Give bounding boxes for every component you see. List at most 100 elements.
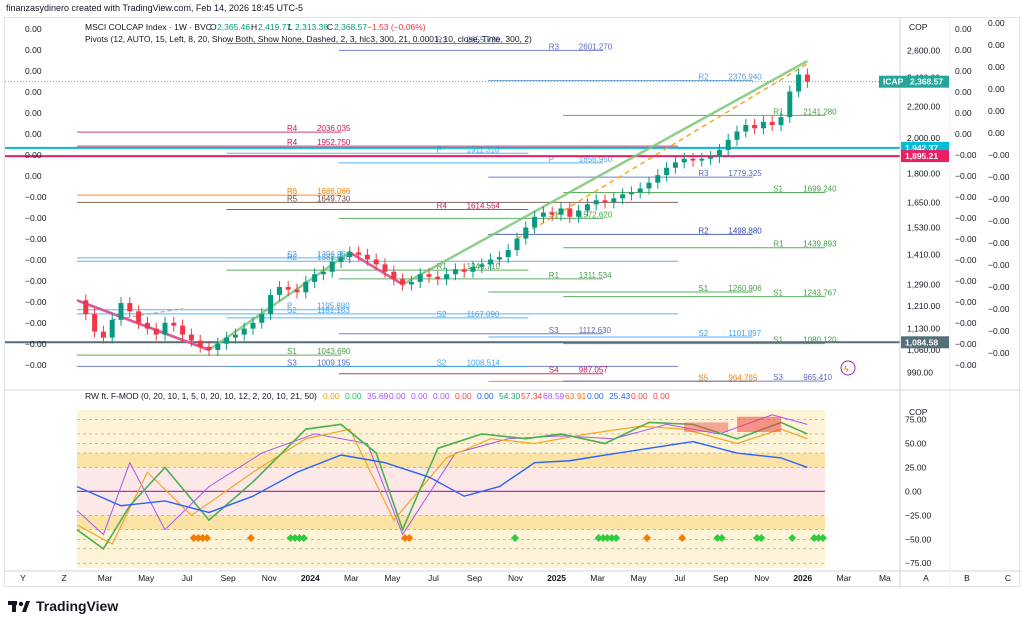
- osc-legend-value: 0.00: [477, 391, 494, 401]
- pivot-level-label: R2: [698, 73, 709, 82]
- candle-body: [576, 210, 582, 217]
- price-tick-label: 1,800.00: [907, 168, 940, 178]
- candle-body: [206, 346, 212, 350]
- chart-caption: finanzasydinero created with TradingView…: [6, 3, 303, 13]
- candle-body: [118, 303, 124, 320]
- candle-body: [760, 121, 766, 129]
- pivot-level-label: S2: [698, 329, 708, 338]
- signal-diamond-icon: [203, 534, 211, 542]
- far-right-axis-label: −0.00: [988, 150, 1010, 160]
- left-axis-label: −0.00: [25, 192, 47, 202]
- time-tick-label: Mar: [344, 573, 359, 583]
- far-right-axis-label: 0.00: [988, 128, 1005, 138]
- candle-body: [426, 274, 432, 277]
- left-axis-label: 0.00: [25, 129, 42, 139]
- candle-body: [725, 139, 731, 151]
- pivot-level-value: 1101.897: [728, 329, 761, 338]
- price-tick-label: 1,530.00: [907, 222, 940, 232]
- candle-body: [408, 281, 414, 285]
- pivot-level-label: P: [287, 302, 292, 311]
- candle-body: [162, 322, 168, 335]
- candle-body: [180, 325, 186, 335]
- pivot-level-value: 1498.880: [728, 226, 762, 235]
- time-tick-label: Jul: [428, 573, 439, 583]
- candle-body: [699, 158, 705, 161]
- osc-legend-value: 0.00: [411, 391, 428, 401]
- right-axis-label: −0.00: [955, 171, 977, 181]
- osc-purple-line: [76, 414, 808, 536]
- candle-body: [567, 208, 573, 217]
- legend-low-label: L: [288, 22, 293, 32]
- far-right-axis-label: 0.00: [988, 18, 1005, 28]
- candle-body: [127, 303, 133, 312]
- left-axis-label: −0.00: [25, 297, 47, 307]
- candle-body: [435, 276, 441, 280]
- right-axis-label: 0.00: [955, 24, 972, 34]
- signal-diamond-icon: [405, 534, 414, 542]
- time-tick-label: 2026: [793, 573, 812, 583]
- time-tick-label: Mar: [98, 573, 113, 583]
- pivot-level-value: 1439.893: [803, 240, 837, 249]
- pivot-level-value: 1779.325: [728, 169, 762, 178]
- candle-body: [444, 274, 450, 280]
- pivot-level-value: 1383.046: [317, 253, 351, 262]
- pivot-level-label: S1: [773, 336, 783, 345]
- lightning-glyph: ϟ: [844, 364, 849, 374]
- osc-legend-value: 0.00: [345, 391, 362, 401]
- pivot-level-label: R1: [437, 262, 448, 271]
- candle-body: [461, 269, 467, 272]
- right-axis-label: −0.00: [955, 192, 977, 202]
- chart-svg[interactable]: R3 2655.730 R3 2601.270 R2 2376.940 R1 2141.280…: [5, 18, 1021, 588]
- pivot-level-value: 1952.750: [317, 138, 351, 147]
- osc-legend-value: 0.00: [631, 391, 648, 401]
- pivot-level-label: R2: [287, 253, 298, 262]
- price-tick-label: 2,600.00: [907, 46, 940, 56]
- pivot-level-label: S1: [287, 347, 297, 356]
- pivot-level-label: S3: [773, 373, 783, 382]
- osc-legend-value: 0.00: [323, 391, 340, 401]
- pivot-level-value: 1911.310: [467, 145, 500, 154]
- pivot-level-value: 2141.280: [803, 107, 837, 116]
- far-right-axis-label: −0.00: [988, 172, 1010, 182]
- pivot-level-label: S2: [437, 310, 447, 319]
- osc-upper-band: [77, 410, 825, 454]
- far-right-axis-label: −0.00: [988, 260, 1010, 270]
- time-tick-label: Mar: [837, 573, 852, 583]
- candle-body: [171, 322, 177, 326]
- osc-legend-value: 0.00: [653, 391, 670, 401]
- pivot-level-value: 2655.730: [467, 36, 501, 45]
- time-tick-label: Sep: [467, 573, 482, 583]
- price-tick-label: 1,410.00: [907, 250, 940, 260]
- price-tick-label: 2,200.00: [907, 101, 940, 111]
- osc-legend-value: 57.34: [521, 391, 543, 401]
- time-tick-label: May: [138, 573, 155, 583]
- signal-diamond-icon: [599, 534, 607, 542]
- candle-body: [320, 271, 326, 275]
- signal-diamond-icon: [295, 534, 304, 542]
- price-marker-value: 1,942.37: [905, 143, 938, 153]
- pivot-level-label: R2: [698, 226, 709, 235]
- osc-legend-value: 68.59: [543, 391, 565, 401]
- price-marker-value: 1,084.58: [905, 337, 938, 347]
- pivot-level-label: S2: [437, 359, 447, 368]
- legend-open: 2,365.46: [217, 22, 250, 32]
- legend-low: 2,313.38: [295, 22, 328, 32]
- osc-tick-label: 50.00: [905, 439, 927, 449]
- candle-body: [646, 182, 652, 189]
- pivot-level-value: 964.765: [728, 373, 757, 382]
- pivot-level-label: S1: [698, 284, 708, 293]
- candle-body: [620, 194, 626, 199]
- osc-legend-value: 0.00: [433, 391, 450, 401]
- right-axis-label: −0.00: [955, 318, 977, 328]
- candle-body: [734, 131, 740, 140]
- signal-diamond-icon: [810, 534, 819, 542]
- pivot-level-label: R3: [698, 169, 709, 178]
- candle-body: [329, 261, 335, 272]
- osc-green-line: [76, 421, 808, 551]
- candle-body: [514, 238, 520, 251]
- pivot-level-label: R4: [287, 124, 298, 133]
- time-tick-label: Z: [61, 573, 66, 583]
- candle-body: [364, 254, 370, 260]
- pivot-level-label: P: [549, 155, 554, 164]
- pivot-level-value: 1243.767: [803, 289, 837, 298]
